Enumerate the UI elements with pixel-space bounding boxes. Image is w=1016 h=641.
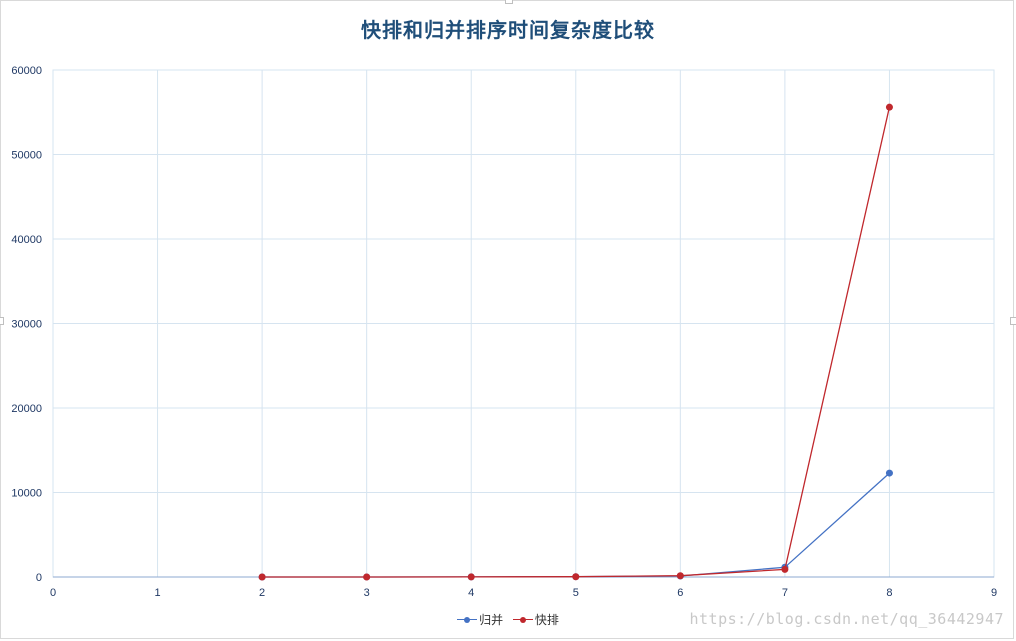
series-1-point-2 — [467, 573, 475, 581]
chart-title: 快排和归并排序时间复杂度比较 — [361, 18, 655, 42]
legend-label-series-0: 归并 — [479, 613, 504, 627]
resize-handle-right[interactable] — [1010, 317, 1016, 325]
x-tick-label-7: 7 — [782, 587, 788, 599]
legend-label-series-1: 快排 — [534, 613, 559, 627]
series-1-point-6 — [885, 103, 893, 111]
x-tick-label-2: 2 — [259, 587, 265, 599]
series-1-point-3 — [572, 573, 580, 581]
x-tick-label-4: 4 — [468, 587, 474, 599]
x-tick-label-1: 1 — [154, 587, 160, 599]
y-tick-label-2: 20000 — [11, 403, 42, 415]
series-1-point-5 — [781, 565, 789, 573]
series-1-point-0 — [258, 573, 266, 581]
series-1-point-4 — [676, 572, 684, 580]
x-tick-label-9: 9 — [991, 587, 997, 599]
series-0-point-6 — [885, 469, 893, 477]
y-tick-label-5: 50000 — [11, 150, 42, 162]
legend-swatch-series-0 — [457, 615, 478, 625]
legend-item-series-1[interactable]: 快排 — [512, 611, 559, 628]
x-tick-label-3: 3 — [364, 587, 370, 599]
y-tick-label-6: 60000 — [11, 65, 42, 77]
y-tick-label-1: 10000 — [11, 488, 42, 500]
resize-handle-left[interactable] — [0, 317, 4, 325]
y-tick-label-3: 30000 — [11, 319, 42, 331]
x-tick-label-8: 8 — [886, 587, 892, 599]
y-tick-label-0: 0 — [36, 572, 42, 584]
x-tick-label-6: 6 — [677, 587, 683, 599]
y-tick-label-4: 40000 — [11, 234, 42, 246]
watermark: https://blog.csdn.net/qq_36442947 — [689, 610, 1004, 628]
x-tick-label-5: 5 — [573, 587, 579, 599]
resize-handle-top[interactable] — [505, 0, 513, 4]
x-tick-label-0: 0 — [50, 587, 56, 599]
series-1-point-1 — [363, 573, 371, 581]
legend-swatch-series-1 — [512, 615, 533, 625]
legend-item-series-0[interactable]: 归并 — [457, 611, 503, 628]
legend: 归并 快排 — [0, 611, 1016, 628]
